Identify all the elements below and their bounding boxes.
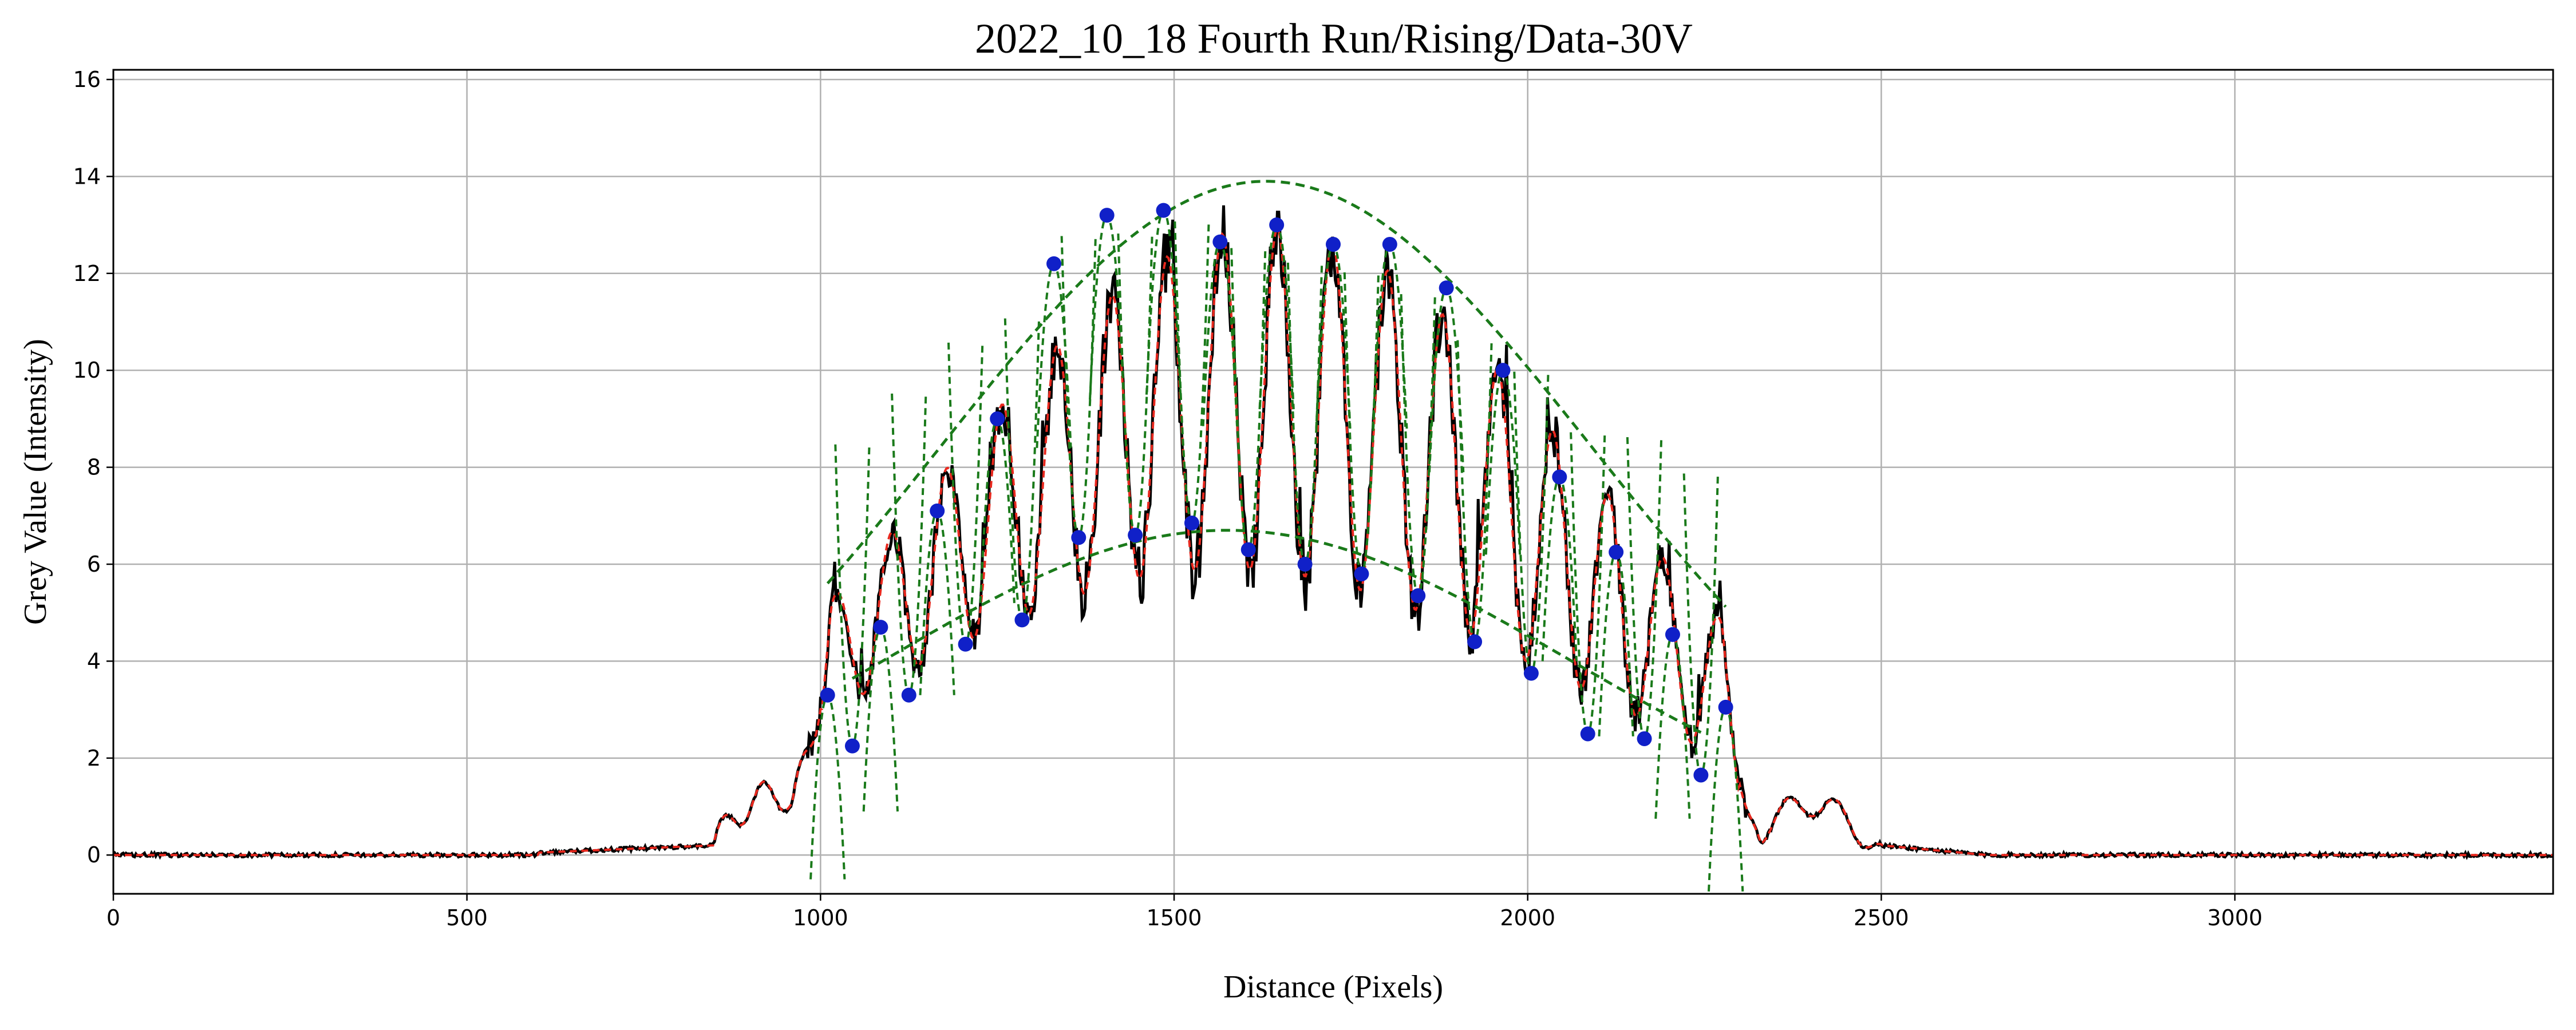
peak-marker [820,687,835,703]
trough-marker [1467,634,1483,649]
trough-marker [901,687,916,703]
y-tick-label: 16 [73,67,101,92]
trough-marker [958,636,973,652]
peak-marker [873,620,888,635]
grid [112,70,2553,894]
trough-marker [1297,557,1313,572]
x-axis-label: Distance (Pixels) [1223,969,1443,1005]
upper-envelope-fit [826,180,1727,608]
trough-marker [1184,516,1199,530]
trough-marker [1014,612,1030,628]
peak-marker [990,411,1005,426]
plot-area [112,180,2554,892]
peak-marker [1212,234,1228,249]
trough-marker [1523,665,1539,681]
plot-frame [112,69,2554,895]
peak-marker [1552,469,1567,485]
y-tick-label: 4 [87,648,101,674]
trough-marker [1071,530,1086,545]
y-tick-label: 2 [87,746,101,771]
trough-marker [844,738,860,754]
y-tick-label: 12 [73,261,101,286]
trough-marker [1240,542,1256,557]
peak-marker [1439,280,1454,296]
peak-marker [1718,699,1733,715]
y-axis-label: Grey Value (Intensity) [18,339,53,625]
x-tick-label: 3000 [2207,905,2263,930]
x-tick-label: 500 [446,905,488,930]
trough-marker [1693,767,1709,783]
trough-marker [1128,528,1143,543]
peak-marker [1269,217,1285,233]
x-tick-label: 1000 [793,905,848,930]
smoothed-intensity-line [113,227,2553,857]
peak-marker [1046,256,1062,271]
peak-marker [1665,627,1680,642]
lower-envelope-fit [851,529,1702,734]
trough-marker [1580,726,1595,742]
peak-marker [1156,203,1171,218]
x-tick-label: 1500 [1147,905,1202,930]
x-tick-label: 0 [106,905,120,930]
y-tick-label: 8 [87,455,101,480]
y-tick-label: 0 [87,842,101,867]
trough-marker [1354,566,1369,581]
peak-marker [1099,208,1115,223]
chart-title: 2022_10_18 Fourth Run/Rising/Data-30V [975,15,1693,62]
x-tick-label: 2500 [1854,905,1909,930]
y-tick-label: 10 [73,358,101,383]
trough-marker [1637,731,1652,746]
y-tick-label: 14 [73,164,101,189]
peak-marker [1495,363,1511,378]
peak-marker [930,503,945,518]
peak-marker [1382,236,1397,252]
y-tick-label: 6 [87,552,101,577]
trough-marker [1411,588,1426,604]
peak-marker [1326,236,1341,252]
peak-marker [1609,544,1624,560]
x-tick-label: 2000 [1500,905,1555,930]
axes: 0 500 1000 1500 2000 2500 3000 0 2 4 6 8 10 12 14 16 [73,67,2263,930]
